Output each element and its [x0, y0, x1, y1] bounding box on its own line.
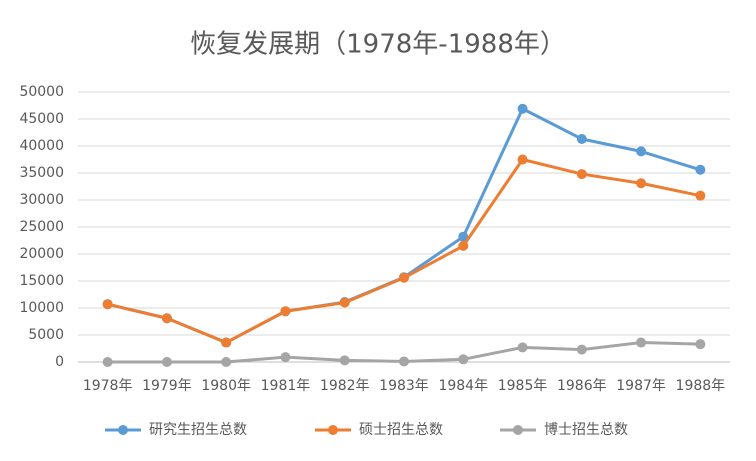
point	[399, 272, 409, 283]
point	[576, 133, 587, 144]
point	[161, 357, 172, 367]
point	[576, 344, 587, 355]
legend-marker	[328, 425, 338, 435]
series-line	[107, 158, 701, 345]
x-tick-label: 1988年	[676, 378, 726, 394]
y-tick-label: 25000	[19, 219, 64, 235]
point	[695, 339, 706, 350]
point	[102, 357, 113, 367]
legend-marker	[118, 425, 128, 435]
point	[517, 154, 528, 165]
series-line	[107, 107, 701, 345]
point	[339, 355, 350, 366]
y-tick-label: 10000	[19, 300, 64, 316]
point	[221, 337, 232, 348]
point	[280, 306, 291, 317]
legend-label: 研究生招生总数	[149, 422, 247, 438]
point	[280, 352, 291, 363]
point	[576, 169, 587, 180]
point	[339, 297, 350, 308]
y-tick-label: 15000	[19, 273, 64, 289]
point	[517, 103, 528, 114]
y-tick-label: 50000	[19, 84, 64, 100]
y-tick-label: 45000	[19, 111, 64, 127]
chart-title: 恢复发展期（1978年-1988年）	[190, 30, 566, 60]
x-tick-label: 1980年	[201, 378, 251, 394]
y-tick-label: 20000	[19, 246, 64, 262]
point	[458, 240, 469, 251]
legend-marker	[513, 425, 523, 435]
x-tick-label: 1985年	[498, 378, 548, 394]
legend-label: 硕士招生总数	[359, 422, 443, 438]
point	[458, 354, 469, 365]
point	[517, 342, 528, 353]
y-tick-label: 35000	[19, 165, 64, 181]
y-tick-label: 40000	[19, 138, 64, 154]
x-tick-label: 1982年	[320, 378, 370, 394]
point	[695, 190, 706, 201]
point	[399, 356, 409, 367]
point	[102, 299, 113, 310]
point	[695, 164, 706, 175]
point	[636, 178, 647, 189]
x-tick-label: 1978年	[83, 378, 133, 394]
point	[636, 337, 647, 348]
x-tick-label: 1981年	[261, 378, 311, 394]
x-tick-label: 1979年	[142, 378, 192, 394]
point	[636, 146, 647, 157]
point	[458, 231, 469, 242]
x-tick-label: 1983年	[379, 378, 429, 394]
point	[221, 357, 232, 367]
y-tick-label: 0	[55, 354, 64, 370]
point	[161, 313, 172, 324]
legend-label: 博士招生总数	[544, 421, 628, 438]
x-tick-label: 1984年	[438, 378, 488, 394]
y-tick-label: 30000	[19, 192, 64, 208]
y-tick-label: 5000	[28, 327, 64, 343]
x-tick-label: 1987年	[616, 378, 666, 394]
x-tick-label: 1986年	[557, 378, 607, 394]
